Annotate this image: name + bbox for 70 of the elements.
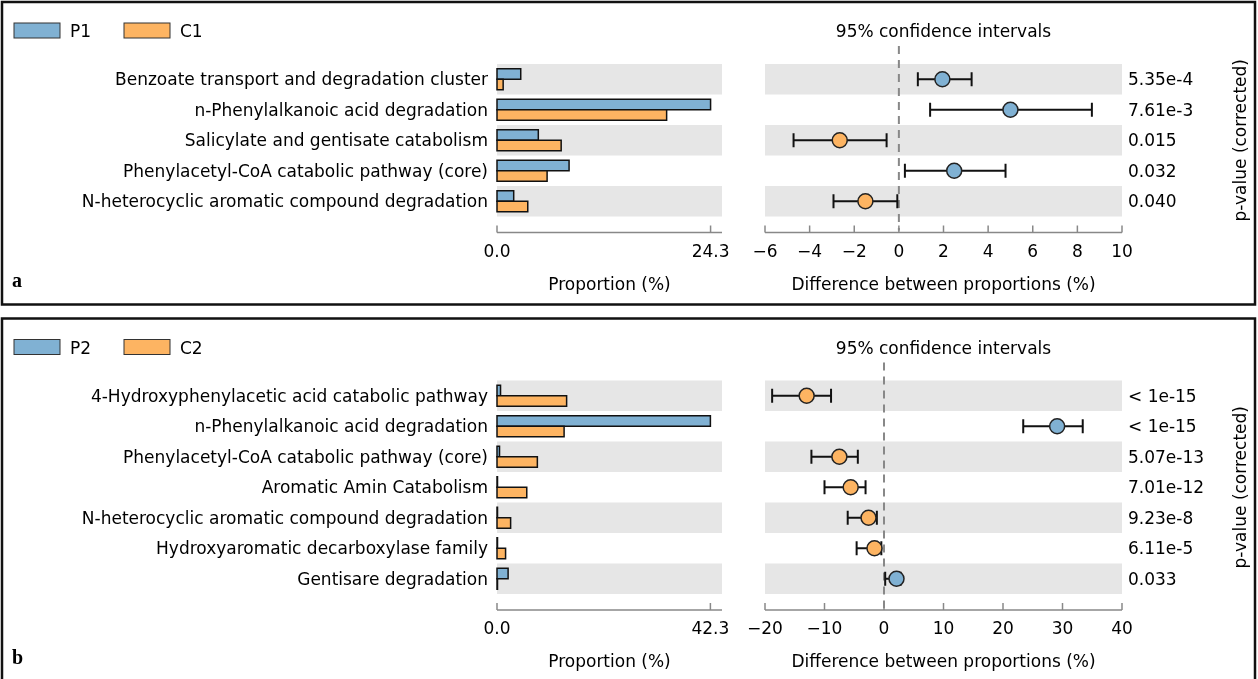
x-tick-label: 10 — [1111, 240, 1133, 261]
y-tick-label: Aromatic Amin Catabolism — [261, 477, 488, 498]
text: 5.35e-4 — [1128, 69, 1194, 90]
point — [888, 570, 905, 587]
text: 0.015 — [1128, 130, 1177, 151]
x-tick-label: 20 — [992, 618, 1014, 638]
text: 6.11e-5 — [1128, 538, 1194, 559]
x-tick-label: 40 — [1111, 618, 1133, 638]
x-tick-label: 0 — [893, 240, 905, 261]
legend-label: P2 — [70, 337, 92, 358]
x-tick-label: 6 — [1027, 240, 1039, 261]
x-tick-label: −4 — [797, 240, 823, 261]
x-tick-label: 30 — [1051, 618, 1074, 638]
point — [934, 71, 951, 88]
y-tick-label: Phenylacetyl-CoA catabolic pathway (core) — [123, 160, 488, 181]
text: 5.07e-13 — [1128, 446, 1205, 467]
text: 7.61e-3 — [1128, 99, 1194, 120]
y-tick-label: Benzoate transport and degradation cluster — [115, 69, 488, 90]
x-tick-label: −10 — [806, 618, 843, 638]
y-tick-label: 4-Hydroxyphenylacetic acid catabolic pathway — [90, 385, 488, 406]
text: 0.032 — [1128, 160, 1177, 181]
x-tick-label: 42.3 — [691, 618, 730, 638]
x-tick-label: 24.3 — [691, 240, 730, 261]
x-axis-title: Difference between proportions (%) — [791, 651, 1096, 671]
chart-title: 95% confidence intervals — [835, 337, 1052, 358]
x-tick-label: −20 — [747, 618, 783, 638]
y-tick-label: n-Phenylalkanoic acid degradation — [194, 416, 488, 437]
point — [860, 509, 877, 526]
point — [1002, 101, 1019, 118]
point — [857, 193, 874, 210]
text: < 1e-15 — [1128, 416, 1197, 437]
legend-label: C2 — [180, 337, 203, 358]
y2-axis-title: p-value (corrected) — [1230, 406, 1250, 569]
point — [831, 132, 848, 149]
x-tick-label: 0 — [878, 618, 890, 638]
y-tick-label: n-Phenylalkanoic acid degradation — [194, 99, 488, 120]
x-tick-label: −6 — [752, 240, 778, 261]
text: 0.040 — [1128, 191, 1177, 212]
x-axis-title: Proportion (%) — [548, 651, 671, 671]
y2-axis-title: p-value (corrected) — [1230, 59, 1250, 222]
x-tick-label: 4 — [982, 240, 994, 261]
x-tick-label: 8 — [1071, 240, 1083, 261]
x-axis-title: Proportion (%) — [548, 273, 671, 294]
legend-label: P1 — [70, 21, 92, 41]
point — [945, 162, 963, 179]
y-tick-label: Hydroxyaromatic decarboxylase family — [156, 538, 488, 559]
x-tick-label: 0.0 — [483, 618, 511, 638]
point — [866, 540, 883, 557]
x-tick-label: 2 — [938, 240, 949, 261]
text: < 1e-15 — [1128, 385, 1197, 406]
x-tick-label: 10 — [932, 618, 955, 638]
text: 0.033 — [1128, 568, 1177, 589]
chart-title: 95% confidence intervals — [835, 21, 1052, 41]
x-axis-title: Difference between proportions (%) — [791, 273, 1096, 294]
text: 9.23e-8 — [1128, 507, 1194, 528]
legend-label: C1 — [180, 21, 203, 41]
point — [1048, 418, 1066, 435]
text: a — [12, 268, 22, 291]
point — [798, 387, 815, 404]
point — [842, 479, 859, 496]
y-tick-label: Phenylacetyl-CoA catabolic pathway (core) — [123, 446, 488, 467]
x-tick-label: 0.0 — [483, 240, 511, 261]
y-tick-label: Gentisare degradation — [297, 568, 488, 589]
point — [831, 448, 848, 465]
y-tick-label: N-heterocyclic aromatic compound degradation — [81, 191, 488, 212]
y-tick-label: N-heterocyclic aromatic compound degradation — [81, 507, 488, 528]
text: b — [12, 646, 24, 668]
x-tick-label: −2 — [841, 240, 867, 261]
text: 7.01e-12 — [1128, 477, 1205, 498]
y-tick-label: Salicylate and gentisate catabolism — [184, 130, 488, 151]
